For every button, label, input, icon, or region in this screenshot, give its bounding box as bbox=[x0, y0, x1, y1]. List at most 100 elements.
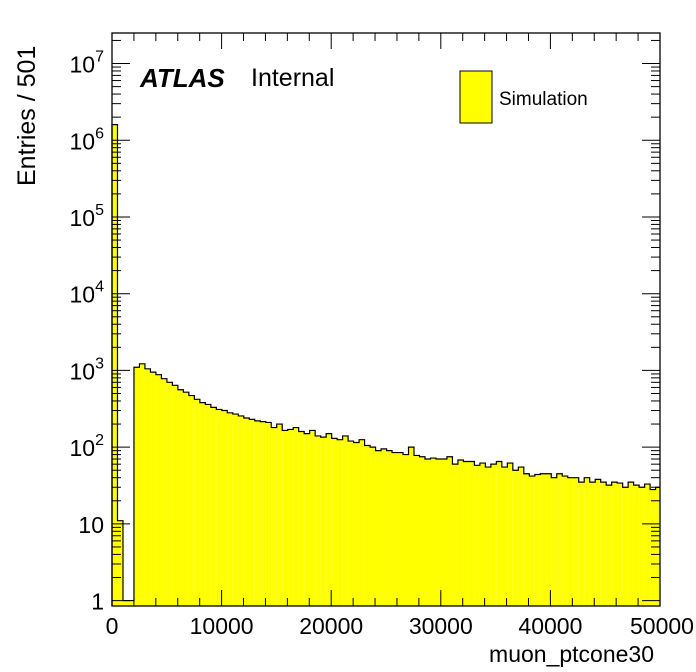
histogram-bar bbox=[183, 392, 189, 606]
histogram-bar bbox=[650, 489, 656, 606]
histogram-bar bbox=[430, 458, 436, 606]
histogram-bar bbox=[518, 467, 524, 606]
histogram-bar bbox=[474, 465, 480, 606]
histogram-bar bbox=[265, 422, 272, 606]
histogram-bar bbox=[364, 445, 371, 606]
histogram-bar bbox=[227, 412, 233, 606]
histogram-bar bbox=[463, 461, 469, 606]
histogram-bar bbox=[562, 476, 568, 606]
histogram-bar bbox=[584, 477, 590, 606]
histogram-bar bbox=[216, 409, 222, 606]
histogram-bar bbox=[419, 456, 425, 606]
y-tick-label: 102 bbox=[70, 432, 105, 461]
histogram-bar bbox=[545, 473, 552, 606]
histogram-bar bbox=[441, 459, 447, 606]
histogram-bar bbox=[452, 464, 458, 606]
histogram-bar bbox=[117, 520, 123, 606]
x-tick-label: 30000 bbox=[409, 613, 473, 639]
histogram-bar bbox=[589, 482, 596, 606]
y-tick-labels: 1 10 102 103 104 105 106 107 bbox=[70, 49, 105, 615]
y-tick-label: 104 bbox=[70, 279, 105, 308]
histogram-bar bbox=[529, 476, 535, 606]
histogram-bar bbox=[161, 378, 167, 606]
histogram-bar bbox=[496, 461, 502, 606]
histogram-bar bbox=[353, 442, 360, 606]
x-tick-labels: 0 10000 20000 30000 40000 50000 bbox=[106, 613, 694, 639]
histogram-bar bbox=[606, 485, 612, 606]
histogram-bar bbox=[287, 429, 294, 606]
y-tick-label: 105 bbox=[70, 202, 105, 231]
histogram-bar bbox=[188, 395, 195, 606]
histogram-bar bbox=[221, 410, 228, 606]
histogram-bar bbox=[194, 399, 200, 606]
histogram-bar bbox=[271, 427, 277, 606]
x-tick-label: 40000 bbox=[518, 613, 582, 639]
axis-ticks bbox=[111, 33, 661, 606]
y-tick-label: 107 bbox=[70, 49, 105, 78]
legend-swatch bbox=[459, 70, 493, 124]
histogram-bar bbox=[243, 417, 250, 606]
histogram-bar bbox=[144, 368, 151, 606]
histogram-bar bbox=[468, 461, 475, 606]
histogram-bar bbox=[122, 600, 129, 606]
histogram-bar bbox=[326, 433, 332, 606]
histogram-bar bbox=[155, 374, 162, 606]
histogram-bar bbox=[386, 450, 393, 606]
histogram-bar bbox=[150, 372, 156, 606]
histogram-bar bbox=[260, 421, 266, 606]
y-tick-label: 103 bbox=[70, 355, 105, 384]
histogram-bar bbox=[633, 485, 640, 606]
histogram-bar bbox=[408, 447, 415, 606]
histogram-bar bbox=[177, 389, 184, 606]
histogram-bar bbox=[600, 482, 607, 606]
histogram-bar bbox=[232, 414, 239, 606]
histogram-bar bbox=[551, 477, 557, 606]
x-tick-label: 50000 bbox=[630, 613, 694, 639]
histogram-bar bbox=[617, 483, 623, 606]
y-tick-label: 10 bbox=[78, 512, 104, 538]
internal-label: Internal bbox=[251, 64, 334, 92]
histogram-bar bbox=[639, 487, 645, 606]
x-tick-label: 10000 bbox=[190, 613, 254, 639]
x-axis-title: muon_ptcone30 bbox=[489, 641, 654, 667]
histogram-bar bbox=[392, 452, 398, 606]
histogram-bar bbox=[370, 447, 376, 606]
histogram-bar bbox=[320, 437, 327, 606]
histogram-bar bbox=[298, 431, 305, 606]
histogram-bar bbox=[381, 448, 387, 606]
histogram-bar bbox=[573, 477, 579, 606]
histogram-bar bbox=[199, 402, 206, 606]
histogram-bar bbox=[166, 382, 173, 606]
histogram-bar bbox=[238, 415, 244, 606]
histogram-bar bbox=[644, 484, 651, 606]
y-tick-label: 1 bbox=[91, 589, 104, 615]
histogram-bar bbox=[485, 467, 491, 606]
histogram-bar bbox=[578, 482, 585, 606]
histogram-bar bbox=[249, 419, 255, 606]
histogram-bar bbox=[315, 435, 321, 606]
histogram-bar bbox=[293, 427, 299, 606]
histogram-bar bbox=[348, 441, 354, 606]
histogram-bar bbox=[403, 454, 409, 606]
histogram-bar bbox=[205, 404, 211, 606]
histogram-bar bbox=[435, 459, 442, 606]
histogram-bar bbox=[501, 467, 508, 606]
legend-label: Simulation bbox=[499, 89, 588, 110]
histogram-bar bbox=[276, 424, 283, 606]
atlas-label: ATLAS bbox=[139, 63, 225, 93]
histogram-bar bbox=[359, 439, 365, 606]
histogram-bar bbox=[375, 450, 382, 606]
histogram-bar bbox=[446, 456, 453, 606]
histogram-bar bbox=[595, 479, 601, 606]
plot-frame bbox=[111, 32, 661, 607]
histogram-bar bbox=[172, 385, 178, 606]
histogram-bar bbox=[507, 463, 513, 606]
histogram-bar bbox=[567, 477, 574, 606]
histogram-bar bbox=[128, 600, 134, 606]
histogram-bar bbox=[628, 482, 634, 606]
histogram-bar bbox=[556, 473, 563, 606]
histogram-outline bbox=[111, 123, 660, 606]
histogram-bar bbox=[397, 452, 404, 606]
histogram-bar bbox=[254, 420, 261, 606]
